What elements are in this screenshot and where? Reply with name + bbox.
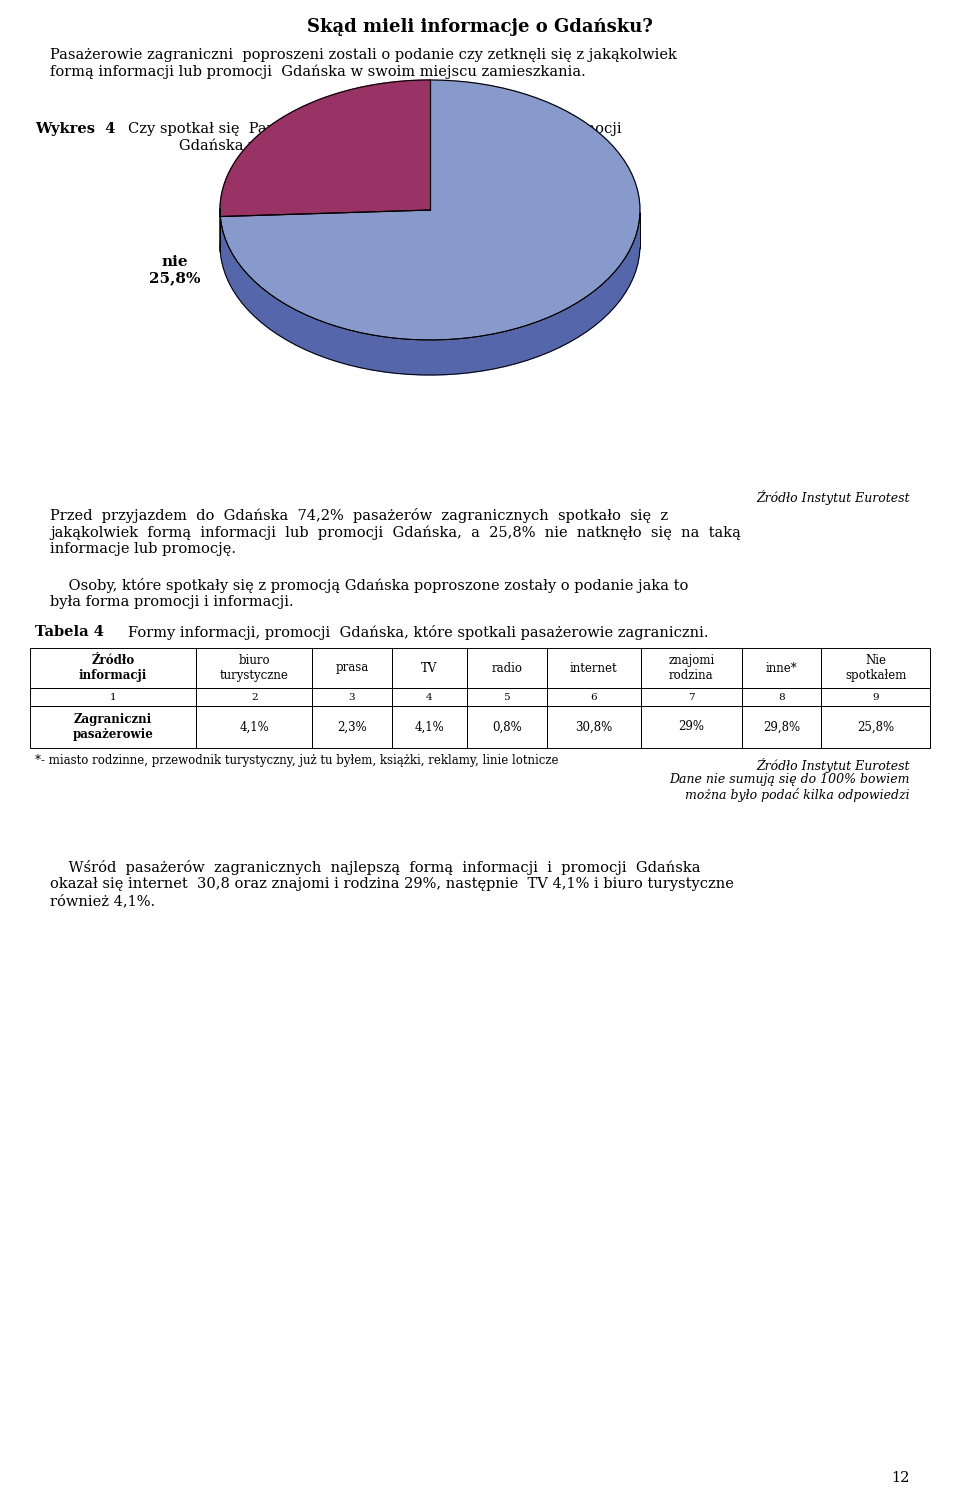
Text: Źródło Instytut Eurotest: Źródło Instytut Eurotest	[756, 759, 910, 774]
Text: prasa: prasa	[335, 661, 369, 674]
Text: Osoby, które spotkały się z promocją Gdańska poproszone zostały o podanie jaka t: Osoby, które spotkały się z promocją Gda…	[50, 578, 688, 593]
Text: 3: 3	[348, 692, 355, 701]
Text: 9: 9	[873, 692, 879, 701]
Bar	[742, 647, 822, 688]
Text: Źródło
informacji: Źródło informacji	[79, 653, 148, 682]
Bar	[822, 647, 930, 688]
Text: można było podać kilka odpowiedzi: można było podać kilka odpowiedzi	[685, 789, 910, 802]
Bar	[197, 688, 312, 706]
Text: 4,1%: 4,1%	[239, 721, 269, 733]
Bar	[742, 706, 822, 748]
Text: Skąd mieli informacje o Gdańsku?: Skąd mieli informacje o Gdańsku?	[307, 18, 653, 36]
Text: 2: 2	[251, 692, 257, 701]
Text: Przed  przyjazdem  do  Gdańska  74,2%  pasażerów  zagranicznych  spotkało  się  : Przed przyjazdem do Gdańska 74,2% pasaże…	[50, 508, 668, 523]
Bar	[30, 706, 197, 748]
Bar	[467, 688, 546, 706]
Text: Tabela 4: Tabela 4	[35, 625, 104, 638]
Text: nie
25,8%: nie 25,8%	[149, 255, 201, 285]
Text: 29,8%: 29,8%	[763, 721, 801, 733]
Bar	[392, 706, 467, 748]
Text: 29%: 29%	[679, 721, 705, 733]
Text: znajomi
rodzina: znajomi rodzina	[668, 653, 714, 682]
Text: informacje lub promocję.: informacje lub promocję.	[50, 542, 236, 556]
Text: 6: 6	[590, 692, 597, 701]
Text: była forma promocji i informacji.: była forma promocji i informacji.	[50, 595, 294, 608]
Text: 7: 7	[688, 692, 695, 701]
Text: okazał się internet  30,8 oraz znajomi i rodzina 29%, następnie  TV 4,1% i biuro: okazał się internet 30,8 oraz znajomi i …	[50, 877, 733, 891]
Bar	[30, 688, 197, 706]
Polygon shape	[220, 80, 430, 216]
Text: 12: 12	[892, 1470, 910, 1485]
Text: internet: internet	[570, 661, 617, 674]
Bar	[822, 706, 930, 748]
Text: Wykres  4: Wykres 4	[35, 122, 115, 137]
Bar	[392, 647, 467, 688]
Text: 2,3%: 2,3%	[337, 721, 367, 733]
Text: *- miasto rodzinne, przewodnik turystyczny, już tu byłem, książki, reklamy, lini: *- miasto rodzinne, przewodnik turystycz…	[35, 754, 559, 768]
Text: 8: 8	[779, 692, 785, 701]
Bar	[30, 647, 197, 688]
Bar	[312, 647, 392, 688]
Bar	[546, 647, 640, 688]
Text: 1: 1	[109, 692, 116, 701]
Bar	[822, 688, 930, 706]
Text: Pasażerowie zagraniczni  poproszeni zostali o podanie czy zetknęli się z jakąkol: Pasażerowie zagraniczni poproszeni zosta…	[50, 48, 677, 78]
Text: 25,8%: 25,8%	[857, 721, 895, 733]
Text: Formy informacji, promocji  Gdańska, które spotkali pasażerowie zagraniczni.: Formy informacji, promocji Gdańska, któr…	[128, 625, 708, 640]
Text: Źródło Instytut Eurotest: Źródło Instytut Eurotest	[756, 490, 910, 505]
Text: również 4,1%.: również 4,1%.	[50, 894, 156, 909]
Bar	[546, 688, 640, 706]
Text: Dane nie sumują się do 100% bowiem: Dane nie sumują się do 100% bowiem	[669, 774, 910, 786]
Polygon shape	[220, 80, 640, 339]
Text: tak
74,2%: tak 74,2%	[468, 182, 518, 212]
Text: Wśród  pasażerów  zagranicznych  najlepszą  formą  informacji  i  promocji  Gdań: Wśród pasażerów zagranicznych najlepszą …	[50, 861, 701, 876]
Bar	[197, 647, 312, 688]
Polygon shape	[220, 213, 640, 376]
Text: Zagraniczni
pasażerowie: Zagraniczni pasażerowie	[73, 713, 154, 740]
Text: biuro
turystyczne: biuro turystyczne	[220, 653, 289, 682]
Bar	[640, 706, 742, 748]
Text: TV: TV	[421, 661, 438, 674]
Text: Czy spotkał się  Pan/Pani z jakąkolwiek formą informacji, promocji
           Gd: Czy spotkał się Pan/Pani z jakąkolwiek f…	[128, 122, 622, 153]
Text: radio: radio	[492, 661, 522, 674]
Bar	[467, 647, 546, 688]
Text: 4,1%: 4,1%	[415, 721, 444, 733]
Bar	[640, 688, 742, 706]
Bar	[546, 706, 640, 748]
Text: jakąkolwiek  formą  informacji  lub  promocji  Gdańska,  a  25,8%  nie  natknęło: jakąkolwiek formą informacji lub promocj…	[50, 526, 741, 539]
Text: Nie
spotkałem: Nie spotkałem	[845, 653, 906, 682]
Text: 5: 5	[503, 692, 510, 701]
Bar	[640, 647, 742, 688]
Bar	[312, 706, 392, 748]
Bar	[312, 688, 392, 706]
Bar	[467, 706, 546, 748]
Bar	[197, 706, 312, 748]
Text: 0,8%: 0,8%	[492, 721, 521, 733]
Text: 30,8%: 30,8%	[575, 721, 612, 733]
Bar	[742, 688, 822, 706]
Text: 4: 4	[426, 692, 433, 701]
Text: inne*: inne*	[766, 661, 798, 674]
Bar	[392, 688, 467, 706]
